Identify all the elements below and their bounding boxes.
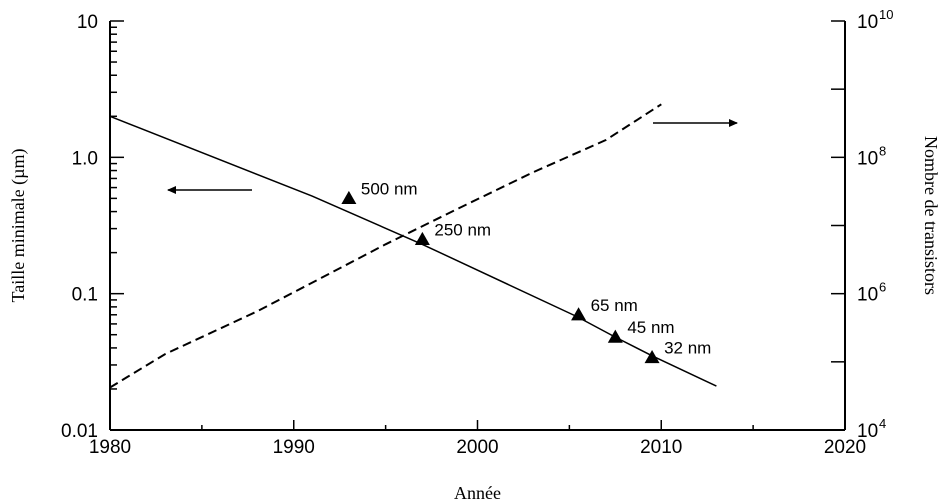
- y-right-tick-base: 10: [857, 12, 878, 33]
- series: [109, 103, 717, 389]
- y-left-tick-label: 10: [77, 12, 98, 33]
- node-label: 250 nm: [434, 220, 491, 239]
- y-right-tick-label: 10 10: [857, 7, 893, 33]
- x-tick-label: 2020: [824, 437, 866, 458]
- y-right-tick-base: 10: [857, 285, 878, 306]
- x-axis-title: Année: [454, 483, 501, 503]
- y-right-tick-base: 10: [857, 148, 878, 169]
- node-marker: [414, 231, 430, 246]
- node-label: 65 nm: [591, 296, 638, 315]
- x-tick-label: 1990: [273, 437, 315, 458]
- y-right-tick-base: 10: [857, 421, 878, 442]
- node-label: 500 nm: [361, 179, 418, 198]
- markers: 500 nm 250 nm 65 nm 45 nm 32 nm: [341, 179, 711, 364]
- y-right-tick-label: 10 4: [857, 416, 886, 442]
- ticks: [109, 20, 846, 431]
- node-marker: [644, 350, 660, 364]
- node-marker: [571, 307, 587, 321]
- x-tick-label: 2010: [640, 437, 682, 458]
- node-label: 45 nm: [627, 318, 674, 337]
- y-right-tick-exponent: 10: [879, 7, 893, 22]
- node-label: 32 nm: [664, 339, 711, 358]
- y-right-tick-label: 10 8: [857, 143, 886, 169]
- y-right-axis-title: Nombre de transistors: [921, 136, 941, 295]
- min-size-line: [109, 115, 717, 387]
- y-right-tick-exponent: 4: [879, 416, 886, 431]
- y-left-tick-label: 0.1: [72, 285, 98, 306]
- transistor-count-line: [109, 103, 662, 389]
- y-left-tick-label: 0.01: [61, 421, 98, 442]
- y-right-tick-exponent: 8: [879, 143, 886, 158]
- y-left-axis-title: Taille minimale (µm): [8, 148, 29, 302]
- y-right-tick-label: 10 6: [857, 280, 886, 306]
- node-marker: [607, 329, 623, 343]
- y-left-tick-label: 1.0: [72, 148, 98, 169]
- x-tick-label: 1980: [89, 437, 131, 458]
- x-tick-label: 2000: [456, 437, 498, 458]
- y-right-tick-exponent: 6: [879, 280, 886, 295]
- node-marker: [341, 190, 357, 204]
